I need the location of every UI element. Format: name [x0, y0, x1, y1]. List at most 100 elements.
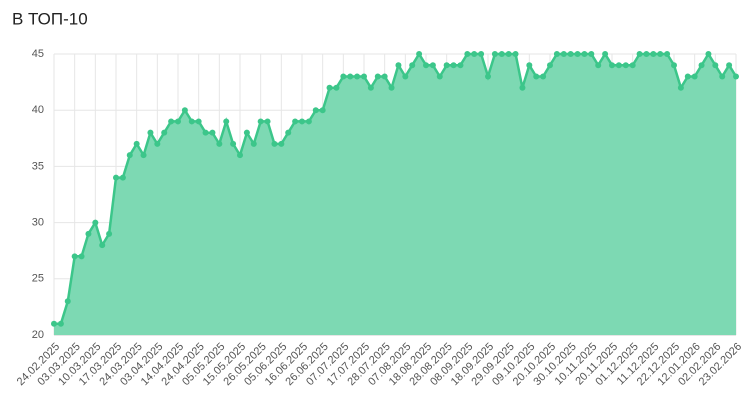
- point: [588, 51, 595, 57]
- point: [223, 118, 230, 125]
- point: [581, 51, 588, 57]
- y-tick-label: 25: [32, 273, 44, 285]
- point: [161, 129, 168, 136]
- point: [671, 62, 677, 69]
- point: [429, 62, 436, 69]
- point: [64, 298, 71, 305]
- point: [443, 62, 450, 69]
- point: [574, 51, 581, 57]
- point: [567, 51, 574, 57]
- point: [595, 62, 602, 69]
- point: [175, 118, 181, 125]
- point: [154, 140, 161, 147]
- point: [395, 62, 402, 69]
- point: [347, 73, 354, 80]
- point: [292, 118, 299, 125]
- point: [326, 84, 333, 91]
- point: [698, 62, 705, 69]
- point: [609, 62, 615, 69]
- point: [216, 140, 223, 147]
- point: [615, 62, 622, 69]
- point: [299, 118, 305, 125]
- point: [547, 62, 553, 69]
- point: [733, 73, 739, 80]
- point: [602, 51, 609, 57]
- point: [202, 129, 209, 136]
- point: [278, 140, 285, 147]
- point: [168, 118, 175, 125]
- point: [636, 51, 643, 57]
- point: [361, 73, 367, 80]
- point: [285, 129, 292, 136]
- point: [464, 51, 471, 57]
- point: [119, 174, 126, 181]
- point: [478, 51, 485, 57]
- point: [250, 140, 257, 147]
- point: [188, 118, 195, 125]
- point: [147, 129, 154, 136]
- y-tick-label: 45: [32, 48, 44, 60]
- point: [622, 62, 629, 69]
- y-tick-label: 20: [32, 329, 44, 341]
- point: [230, 140, 237, 147]
- point: [416, 51, 423, 57]
- point: [140, 152, 147, 159]
- point: [126, 152, 133, 159]
- point: [629, 62, 636, 69]
- point: [243, 129, 250, 136]
- point: [485, 73, 491, 80]
- area: [54, 54, 736, 335]
- y-tick-label: 40: [32, 104, 44, 116]
- point: [677, 84, 684, 91]
- point: [650, 51, 657, 57]
- chart-title: В ТОП-10: [12, 9, 88, 28]
- point: [388, 84, 395, 91]
- point: [319, 107, 326, 114]
- point: [305, 118, 312, 125]
- point: [57, 320, 64, 327]
- point: [560, 51, 567, 57]
- point: [78, 253, 85, 260]
- point: [381, 73, 388, 80]
- point: [354, 73, 361, 80]
- point: [51, 320, 57, 327]
- point: [133, 140, 140, 147]
- point: [691, 73, 698, 80]
- point: [657, 51, 664, 57]
- line: [54, 51, 738, 326]
- point: [491, 51, 498, 57]
- point: [498, 51, 505, 57]
- point: [519, 84, 526, 91]
- point: [533, 73, 540, 80]
- y-tick-label: 30: [32, 217, 44, 229]
- point: [237, 152, 243, 159]
- point: [374, 73, 381, 80]
- point: [312, 107, 319, 114]
- point: [71, 253, 78, 260]
- point: [719, 73, 726, 80]
- point: [257, 118, 264, 125]
- point: [113, 174, 119, 181]
- point: [92, 219, 99, 226]
- point: [540, 73, 547, 80]
- point: [181, 107, 188, 114]
- point: [423, 62, 429, 69]
- point: [643, 51, 650, 57]
- point: [409, 62, 416, 69]
- point: [726, 62, 733, 69]
- point: [367, 84, 374, 91]
- point: [553, 51, 560, 57]
- point: [264, 118, 271, 125]
- point: [271, 140, 278, 147]
- y-tick-label: 35: [32, 160, 44, 172]
- point: [512, 51, 519, 57]
- point: [471, 51, 478, 57]
- point: [340, 73, 347, 80]
- point: [526, 62, 533, 69]
- point: [195, 118, 202, 125]
- point: [505, 51, 512, 57]
- point: [450, 62, 457, 69]
- point: [457, 62, 464, 69]
- point: [333, 84, 340, 91]
